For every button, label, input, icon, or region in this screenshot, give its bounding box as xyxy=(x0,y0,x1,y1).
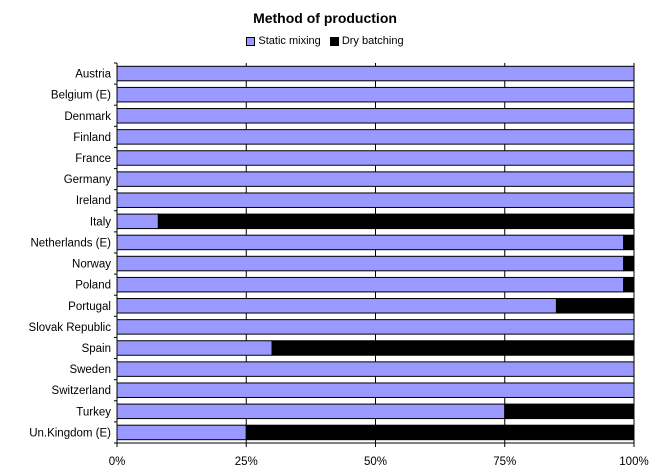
bar-static-mixing-sweden xyxy=(116,361,635,377)
category-label: Austria xyxy=(75,69,111,81)
x-tick-label: 50% xyxy=(364,456,387,468)
bar-dry-batching-un-kingdom-e xyxy=(245,424,635,441)
category-label: Un.Kingdom (E) xyxy=(29,427,111,439)
bar-static-mixing-austria xyxy=(116,65,635,82)
bar-static-mixing-portugal xyxy=(116,298,557,314)
category-label: Belgium (E) xyxy=(51,90,111,102)
legend: Static mixing Dry batching xyxy=(0,35,650,49)
chart-title: Method of production xyxy=(253,10,397,26)
category-label: Italy xyxy=(90,216,111,228)
bar-static-mixing-italy xyxy=(116,213,159,230)
bar-static-mixing-slovak-republic xyxy=(116,319,635,335)
category-label: Spain xyxy=(82,343,111,355)
category-label: Germany xyxy=(64,174,112,186)
category-label: Switzerland xyxy=(52,385,111,397)
bar-static-mixing-poland xyxy=(116,276,625,293)
legend-item-static-mixing: Static mixing xyxy=(246,35,321,47)
bar-dry-batching-poland xyxy=(623,276,635,293)
bar-static-mixing-norway xyxy=(116,255,625,272)
bar-static-mixing-finland xyxy=(116,129,635,145)
legend-swatch-static-mixing xyxy=(246,36,256,46)
bar-static-mixing-france xyxy=(116,150,635,166)
bar-static-mixing-spain xyxy=(116,340,273,356)
category-label: Slovak Republic xyxy=(29,322,112,334)
bar-static-mixing-denmark xyxy=(116,108,635,124)
bar-dry-batching-portugal xyxy=(555,298,635,314)
x-tick-label: 100% xyxy=(619,456,648,468)
bar-static-mixing-un-kingdom-e xyxy=(116,424,247,441)
legend-label-static-mixing: Static mixing xyxy=(258,35,321,47)
bar-static-mixing-belgium-e xyxy=(116,86,635,103)
category-label: Sweden xyxy=(69,364,111,376)
category-label: Poland xyxy=(75,280,111,292)
bar-dry-batching-netherlands-e xyxy=(623,234,635,251)
category-label: Netherlands (E) xyxy=(30,237,111,249)
category-label: Denmark xyxy=(64,111,111,123)
category-label: Finland xyxy=(73,132,111,144)
category-label: Ireland xyxy=(76,195,111,207)
legend-swatch-dry-batching xyxy=(329,36,339,46)
bar-dry-batching-turkey xyxy=(504,403,635,420)
category-label: France xyxy=(75,153,111,165)
x-tick-label: 75% xyxy=(493,456,516,468)
x-tick-label: 0% xyxy=(109,456,126,468)
legend-item-dry-batching: Dry batching xyxy=(329,35,404,47)
category-label: Norway xyxy=(72,259,111,271)
bar-dry-batching-spain xyxy=(271,340,635,356)
category-label: Portugal xyxy=(68,301,111,313)
bar-static-mixing-ireland xyxy=(116,192,635,208)
bar-static-mixing-netherlands-e xyxy=(116,234,625,251)
category-label: Turkey xyxy=(76,406,111,418)
bar-static-mixing-switzerland xyxy=(116,382,635,398)
bar-static-mixing-germany xyxy=(116,171,635,187)
bar-dry-batching-italy xyxy=(157,213,635,230)
bar-dry-batching-norway xyxy=(623,255,635,272)
bar-static-mixing-turkey xyxy=(116,403,506,420)
legend-label-dry-batching: Dry batching xyxy=(341,35,404,47)
x-tick-label: 25% xyxy=(235,456,258,468)
